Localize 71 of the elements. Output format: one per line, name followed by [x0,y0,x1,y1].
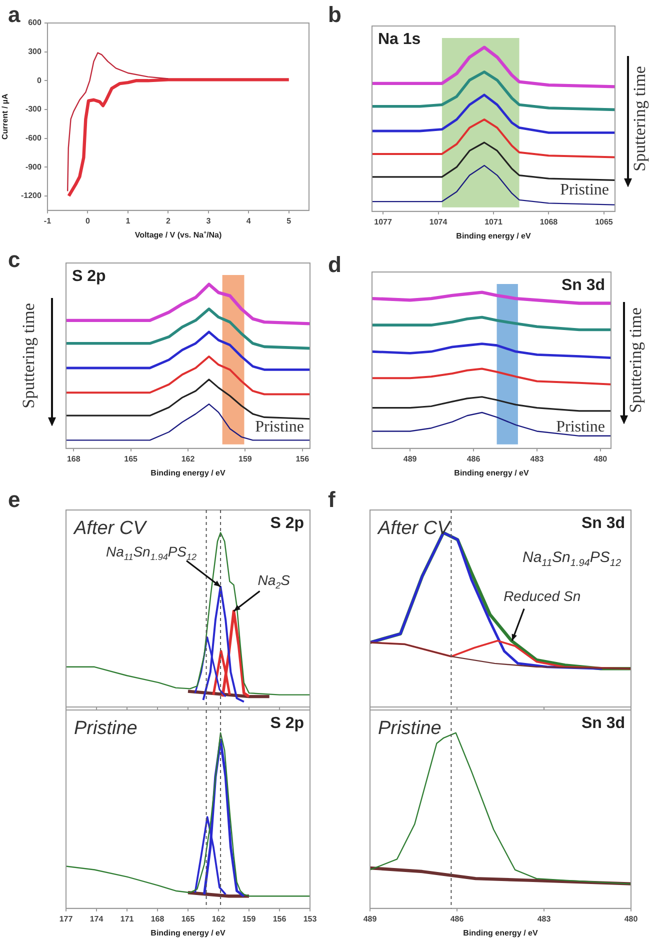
x-tick-label: 1071 [484,217,503,226]
x-tick-label: 2 [166,216,171,226]
annotation: Reduced Sn [504,588,581,604]
y-tick-label: -300 [25,104,42,114]
x-tick-label: 1074 [429,217,448,226]
x-tick-label: 171 [120,914,134,924]
text: f [328,487,336,512]
annotation: After CV [73,518,148,539]
text: a [8,2,21,27]
y-axis-title: Current / µA [0,94,10,140]
y-tick-label: -600 [25,134,42,143]
annotation: Pristine [378,718,442,739]
chart-title: Sn 3d [581,715,625,732]
chart-title: Sn 3d [561,277,605,294]
x-axis-title: Binding energy / eV [150,928,226,938]
text: c [8,247,20,272]
x-tick-label: 486 [466,454,481,464]
x-tick-label: 1068 [540,217,558,226]
x-tick-label: 489 [363,914,378,924]
x-tick-label: 159 [238,454,252,464]
x-axis-title: Binding energy / eV [456,231,532,240]
x-tick-label: 5 [286,216,292,226]
chart-title: S 2p [270,715,304,732]
y-tick-label: -1200 [20,191,42,200]
x-tick-label: 480 [594,454,608,464]
x-tick-label: 168 [66,454,81,464]
text: d [328,252,342,277]
x-tick-label: 156 [296,454,310,464]
x-tick-label: 162 [212,914,226,924]
x-tick-label: 165 [124,454,138,464]
annotation: Pristine [560,181,609,198]
text: Sputtering time [19,303,38,408]
x-tick-label: 177 [59,914,74,924]
x-tick-label: 489 [403,454,418,464]
text: Sputtering time [630,66,649,172]
x-tick-label: 3 [206,216,212,226]
y-tick-label: 600 [28,18,42,28]
x-tick-label: 486 [450,914,464,924]
x-tick-label: 483 [537,914,552,924]
x-tick-label: 168 [150,914,165,924]
annotation: Pristine [255,418,304,436]
x-tick-label: 1 [126,216,131,226]
x-tick-label: 483 [530,454,544,464]
x-axis-title: Binding energy / eV [454,468,530,478]
text: e [8,487,20,512]
x-tick-label: 174 [90,914,104,924]
x-tick-label: 165 [181,914,196,924]
x-tick-label: 153 [303,914,318,924]
x-tick-label: 162 [181,454,196,464]
chart-title: S 2p [72,268,106,285]
chart-title: S 2p [270,515,304,532]
chart-title: Na 1s [378,31,421,48]
annotation: Pristine [556,418,605,436]
x-tick-label: 480 [624,914,638,924]
x-tick-label: 1065 [595,217,614,226]
chart-title: Sn 3d [581,515,625,532]
y-tick-label: -900 [25,162,42,172]
text: Sputtering time [626,308,645,413]
x-axis-title: Binding energy / eV [150,468,226,478]
x-tick-label: 1077 [374,217,392,226]
text: b [328,2,342,27]
y-tick-label: 300 [28,47,42,56]
x-tick-label: 159 [242,914,256,924]
annotation: After CV [377,518,452,539]
annotation: Pristine [74,718,138,739]
y-tick-label: 0 [37,76,42,85]
x-axis-title: Binding energy / eV [463,928,539,938]
x-tick-label: 156 [272,914,287,924]
x-tick-label: -1 [44,216,52,226]
x-tick-label: 0 [85,216,90,226]
x-tick-label: 4 [246,216,252,226]
